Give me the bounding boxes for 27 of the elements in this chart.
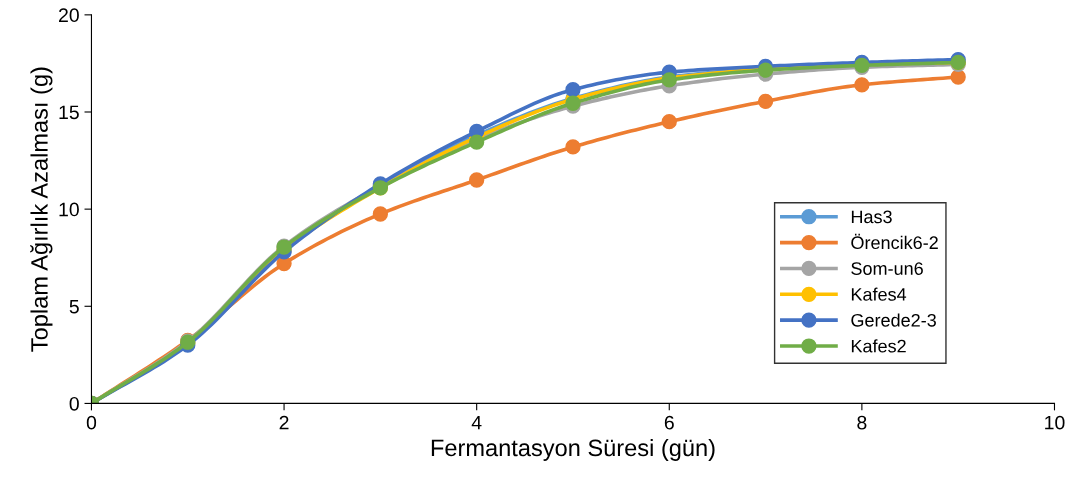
- point: [565, 82, 581, 98]
- legend-label: Kafes2: [851, 339, 906, 353]
- x-axis-title: Fermantasyon Süresi (gün): [431, 438, 715, 461]
- y-tick-label: 0: [69, 396, 79, 411]
- point: [565, 139, 581, 155]
- y-tick-label: 10: [59, 202, 79, 217]
- y-tick-label: 15: [59, 105, 79, 120]
- point: [661, 114, 677, 130]
- y-tick-label: 5: [69, 299, 79, 314]
- legend-label: Örencik6-2: [851, 233, 938, 250]
- x-tick-label: 0: [86, 415, 97, 430]
- point: [372, 206, 389, 222]
- legend-label: Gerede2-3: [851, 313, 936, 327]
- y-tick-label: 20: [59, 8, 79, 23]
- point: [469, 172, 485, 188]
- legend-label: Kafes4: [851, 287, 907, 301]
- x-tick-label: 4: [471, 415, 482, 430]
- point: [854, 77, 870, 93]
- x-tick-label: 6: [664, 415, 674, 430]
- x-tick-label: 8: [857, 415, 867, 430]
- legend-label: Has3: [851, 210, 892, 224]
- x-tick-label: 2: [279, 415, 289, 430]
- y-axis-title: Toplam Ağırlık Azalması (g): [30, 67, 53, 352]
- x-tick-label: 10: [1045, 415, 1065, 430]
- point: [950, 69, 966, 85]
- point: [757, 93, 774, 109]
- legend-label: Som-un6: [851, 262, 923, 275]
